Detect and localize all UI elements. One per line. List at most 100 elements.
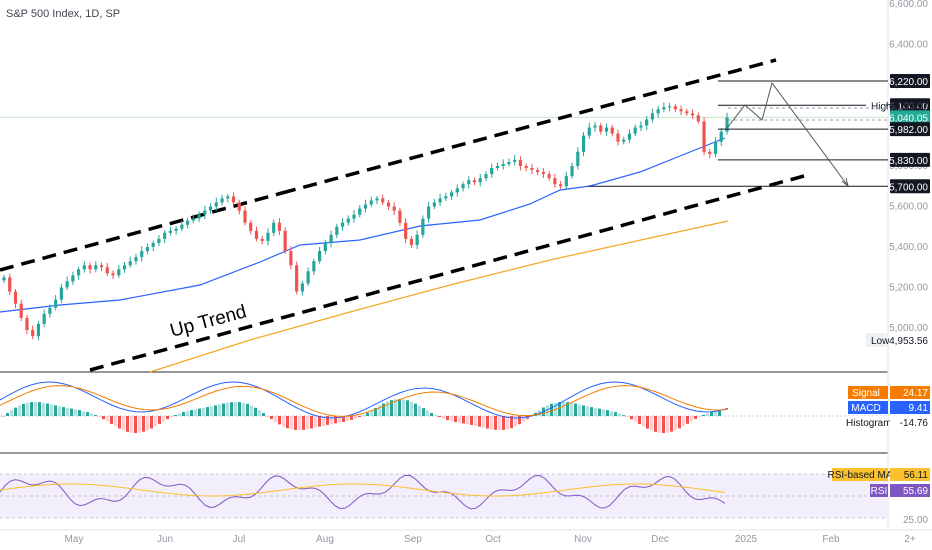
channel-lower-line [89, 174, 805, 372]
macd-histogram-bar [374, 407, 377, 416]
candle-body [375, 198, 379, 201]
candle-body [317, 251, 322, 262]
macd-histogram-bar [330, 416, 333, 425]
candle-body [19, 303, 23, 318]
macd-histogram-bar [306, 416, 309, 430]
candle-body [237, 202, 241, 211]
rsi-line [0, 474, 726, 510]
macd-legend-name-bg [848, 401, 888, 414]
candle-body [272, 222, 276, 233]
candle-body [381, 198, 385, 203]
candle-body [673, 106, 677, 110]
candle-body [484, 174, 488, 179]
macd-histogram-bar [166, 416, 169, 420]
macd-histogram-bar [478, 416, 481, 427]
macd-histogram-bar [486, 416, 489, 429]
macd-histogram-bar [422, 408, 425, 416]
time-tick-label: 2+ [904, 534, 916, 545]
macd-histogram-bar [214, 405, 217, 416]
macd-histogram-bar [154, 416, 157, 427]
macd-histogram-bar [278, 416, 281, 425]
candle-body [249, 222, 253, 231]
macd-histogram-bar [150, 416, 153, 429]
level-low-label-bg [866, 333, 888, 347]
level-tag: 5,700.00 [889, 182, 928, 193]
level-low-label: Low [871, 336, 890, 347]
macd-histogram-bar [706, 413, 709, 416]
macd-histogram-bar [142, 416, 145, 432]
macd-histogram-bar [682, 416, 685, 427]
macd-histogram-bar [274, 416, 277, 422]
candle-body [226, 196, 230, 199]
macd-histogram-bar [626, 416, 629, 418]
macd-histogram-bar [650, 416, 653, 431]
macd-histogram-bar [686, 416, 689, 424]
macd-histogram-bar [326, 416, 329, 425]
level-tag-bg [890, 179, 930, 194]
rsi-legend-value: 55.69 [903, 486, 928, 497]
macd-histogram-bar [446, 416, 449, 421]
candle-body [76, 269, 81, 276]
candle-body [94, 265, 98, 270]
candle-body [713, 141, 718, 154]
macd-histogram-bar [482, 416, 485, 428]
macd-histogram-bar [350, 416, 353, 420]
candle-body [220, 198, 224, 203]
projection-path [726, 81, 849, 187]
macd-histogram-bar [62, 407, 65, 416]
candle-body [335, 226, 339, 235]
candle-body [639, 125, 643, 128]
macd-histogram-bar [382, 403, 385, 416]
macd-histogram-bar [14, 407, 17, 416]
channel-upper-line [0, 191, 283, 272]
macd-histogram-bar [178, 413, 181, 416]
candle-body [65, 281, 69, 288]
candle-body [105, 267, 109, 274]
price-tick-label: 5,000.00 [889, 323, 928, 334]
candle-body [300, 283, 304, 292]
macd-histogram-bar [406, 400, 409, 416]
macd-histogram-bar [562, 401, 565, 416]
macd-histogram-bar [550, 403, 553, 416]
candle-body [518, 159, 523, 166]
candle-body [708, 151, 712, 154]
macd-histogram-bar [74, 409, 77, 416]
candle-body [622, 139, 626, 142]
macd-histogram-bar [314, 416, 317, 428]
candle-body [277, 222, 282, 231]
macd-histogram-bar [22, 403, 25, 416]
candle-body [501, 163, 505, 166]
macd-histogram-bar [266, 416, 269, 417]
macd-histogram-bar [410, 401, 413, 416]
macd-histogram-bar [174, 415, 177, 417]
macd-histogram-bar [78, 410, 81, 416]
macd-histogram-bar [702, 414, 705, 416]
candle-body [111, 273, 115, 276]
price-tick-label: 6,600.00 [889, 0, 928, 10]
time-tick-label: Jun [157, 534, 173, 545]
candle-body [208, 206, 213, 211]
price-tick-label: 6,400.00 [889, 40, 928, 51]
macd-histogram-bar [458, 416, 461, 423]
candle-body [656, 109, 660, 114]
macd-histogram-bar [310, 416, 313, 429]
macd-histogram-bar [198, 408, 201, 416]
candle-body [151, 242, 155, 247]
macd-histogram-bar [690, 416, 693, 422]
time-tick-label: 2025 [735, 534, 758, 545]
price-tick-label: 5,400.00 [889, 242, 928, 253]
macd-histogram-bar [146, 416, 149, 431]
candle-body [415, 234, 419, 245]
candle-body [587, 127, 591, 136]
macd-histogram-bar [70, 408, 73, 416]
macd-histogram-bar [658, 416, 661, 433]
macd-histogram-bar [298, 416, 301, 431]
candle-body [702, 121, 706, 152]
macd-histogram-bar [666, 416, 669, 433]
macd-histogram-bar [210, 406, 213, 416]
macd-histogram-bar [718, 409, 721, 416]
candle-body [289, 251, 293, 266]
rsi-legend-value-bg [890, 468, 930, 481]
macd-histogram-bar [558, 402, 561, 416]
